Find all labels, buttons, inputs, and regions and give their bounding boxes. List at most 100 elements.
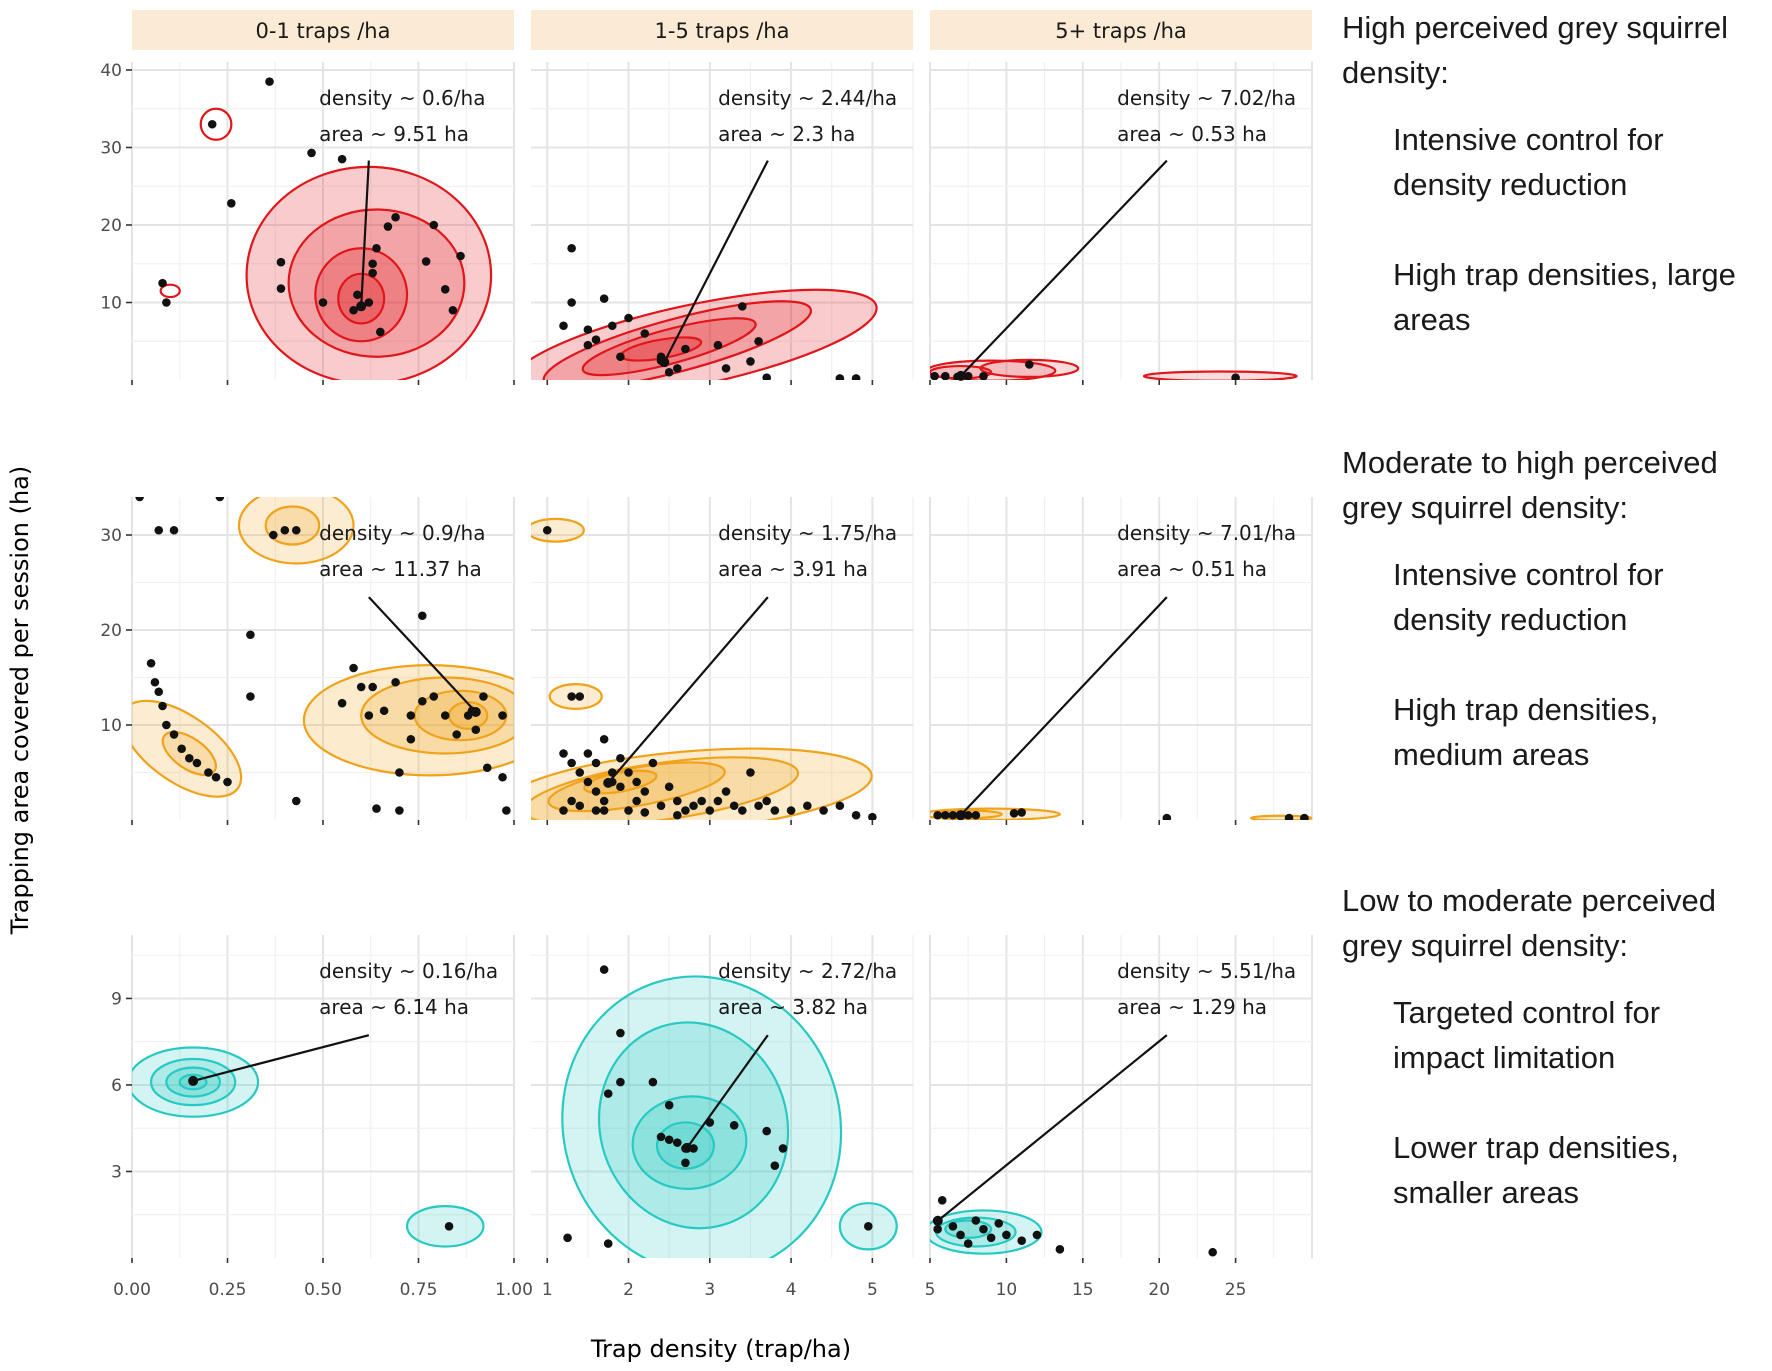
- data-point: [664, 367, 674, 377]
- data-point: [575, 801, 585, 811]
- data-point: [640, 787, 650, 796]
- x-tick-label: 2: [623, 1280, 634, 1300]
- data-point: [421, 257, 431, 266]
- data-point: [563, 1233, 572, 1243]
- y-tick-label: 30: [100, 139, 122, 159]
- annotation-area-label: area ~ 1.29 ha: [1117, 995, 1267, 1019]
- density-contour: [161, 730, 217, 777]
- side-item-line: density reduction: [1393, 602, 1627, 637]
- data-point: [713, 340, 723, 350]
- data-point: [246, 692, 255, 701]
- data-point: [269, 530, 278, 540]
- data-point: [559, 321, 568, 331]
- data-point: [395, 806, 404, 815]
- data-point: [349, 663, 358, 673]
- axes: 10 20 30 40 10 20 30 3 6 9 0.00 0.25 0.50 0.75 1.00 1 2 3…: [100, 61, 1246, 1300]
- x-tick-label: 4: [786, 1280, 797, 1300]
- data-point: [729, 801, 739, 811]
- facet-strips: 0-1 traps /ha 1-5 traps /ha 5+ traps /ha: [132, 10, 1312, 50]
- data-point: [705, 806, 715, 815]
- x-tick-label: 1: [542, 1280, 553, 1300]
- data-points: [563, 965, 873, 1248]
- data-point: [656, 801, 666, 811]
- data-point: [559, 749, 568, 758]
- data-point: [246, 630, 255, 640]
- data-point: [607, 321, 617, 331]
- data-point: [356, 682, 366, 692]
- data-point: [937, 1196, 947, 1205]
- data-point: [379, 706, 389, 716]
- data-point: [762, 796, 772, 806]
- facet-panel: density ~ 5.51/ha area ~ 1.29 ha: [929, 935, 1313, 1263]
- data-point: [648, 758, 658, 768]
- data-point: [640, 329, 650, 338]
- data-point: [1300, 813, 1309, 820]
- side-item-line: High trap densities,: [1393, 692, 1658, 727]
- data-point: [672, 1138, 682, 1147]
- density-contour: [547, 761, 726, 813]
- data-point: [567, 298, 576, 307]
- data-point: [1017, 808, 1026, 817]
- data-point: [456, 251, 465, 261]
- data-point: [697, 796, 706, 806]
- x-tick-label: 10: [996, 1280, 1018, 1300]
- data-point: [567, 692, 576, 701]
- data-point: [583, 325, 593, 334]
- data-point: [223, 777, 232, 787]
- y-tick-label: 6: [111, 1076, 122, 1096]
- data-point: [803, 801, 812, 811]
- data-point: [738, 806, 747, 815]
- data-point: [1032, 1230, 1042, 1240]
- data-point: [640, 808, 650, 817]
- data-point: [868, 812, 877, 820]
- data-point: [956, 1230, 965, 1240]
- data-points: [559, 243, 861, 380]
- data-point: [762, 373, 772, 380]
- annotation-area-label: area ~ 9.51 ha: [319, 122, 469, 146]
- data-point: [786, 806, 796, 815]
- data-point: [624, 806, 633, 815]
- annotation-density-label: density ~ 0.16/ha: [319, 959, 498, 983]
- data-point: [227, 199, 236, 208]
- annotation-leader-line: [663, 160, 769, 363]
- data-point: [372, 243, 381, 253]
- data-point: [318, 298, 328, 307]
- data-point: [738, 302, 747, 311]
- data-point: [624, 313, 633, 323]
- panel-background: [531, 935, 913, 1258]
- y-tick-label: 10: [100, 716, 122, 736]
- annotation-leader-line: [937, 1034, 1168, 1222]
- facet-panel: density ~ 7.02/ha area ~ 0.53 ha: [929, 62, 1313, 385]
- data-point: [599, 965, 609, 974]
- data-point: [948, 1221, 958, 1231]
- data-point: [1162, 813, 1172, 820]
- density-contour: [1142, 370, 1298, 380]
- data-point: [1002, 1230, 1011, 1240]
- density-contour: [531, 288, 878, 380]
- data-point: [863, 1221, 873, 1231]
- data-point: [291, 525, 301, 535]
- data-point: [440, 711, 450, 720]
- data-point: [150, 677, 160, 687]
- data-points: [135, 497, 511, 815]
- y-tick-label: 40: [100, 61, 122, 81]
- data-point: [146, 658, 156, 668]
- data-point: [391, 677, 400, 687]
- side-item-line: Intensive control for: [1393, 122, 1664, 157]
- data-point: [471, 725, 481, 735]
- data-point: [372, 804, 381, 813]
- x-tick-label: 0.50: [304, 1280, 342, 1300]
- data-point: [448, 305, 458, 315]
- data-point: [963, 371, 973, 380]
- data-point: [721, 787, 731, 796]
- side-item-line: Targeted control for: [1393, 995, 1660, 1030]
- data-point: [851, 374, 861, 380]
- side-item-line: areas: [1393, 302, 1471, 337]
- data-point: [616, 1028, 625, 1038]
- data-point: [681, 1158, 690, 1168]
- density-contour: [302, 664, 514, 777]
- x-tick-label: 0.25: [209, 1280, 247, 1300]
- data-point: [158, 701, 167, 711]
- data-point: [672, 810, 682, 820]
- data-point: [933, 810, 942, 820]
